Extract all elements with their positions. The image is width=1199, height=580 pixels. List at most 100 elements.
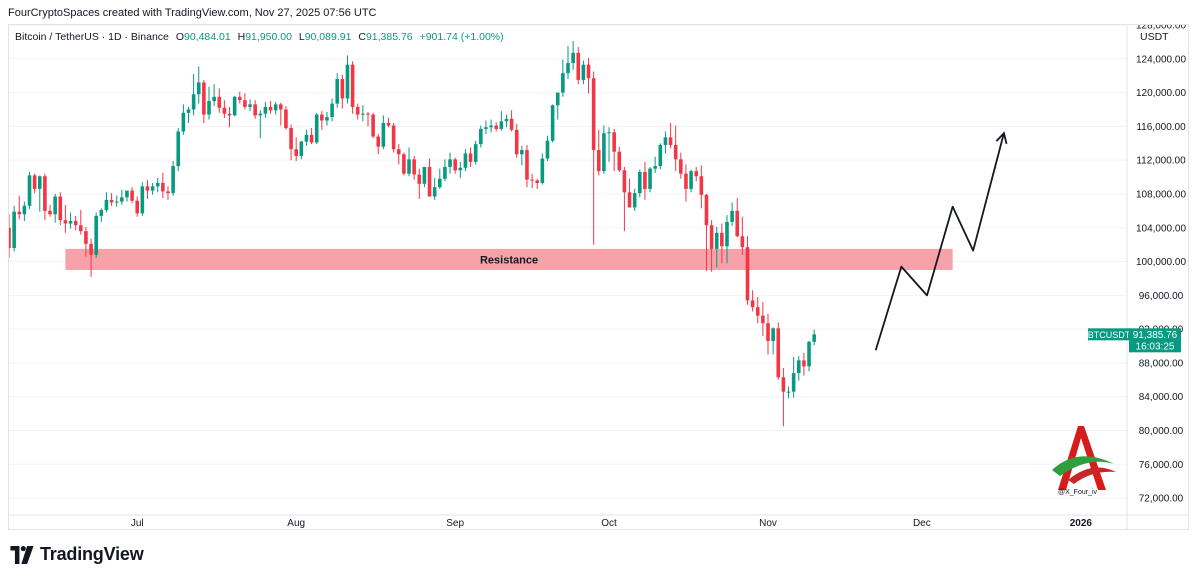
price-tick-label: 128,000.00 [1136,25,1186,32]
candle-body [381,123,386,147]
resistance-label: Resistance [480,254,538,266]
candle-body [540,158,545,183]
candle-body [273,104,278,111]
candle-body [253,104,257,116]
candle-body [222,107,227,114]
candle-body [796,360,801,374]
tradingview-brand[interactable]: TradingView [10,544,144,565]
candle-body [802,360,806,367]
price-tick-label: 116,000.00 [1136,122,1186,133]
candle-body [571,52,575,64]
candle-body [232,96,237,116]
time-tick-label: Jul [131,518,144,529]
high-value: 91,950.00 [245,31,292,43]
candle-body [48,210,52,215]
candle-body [89,243,93,255]
candle-body [561,73,565,93]
candle-body [740,236,745,248]
candle-body [622,170,627,193]
price-tick-label: 112,000.00 [1136,156,1186,167]
candle-body [627,192,632,208]
chart-caption: FourCryptoSpaces created with TradingVie… [8,7,377,19]
candle-body [714,232,719,249]
candle-body [668,137,673,145]
candle-body [653,166,657,169]
close-value: 91,385.76 [365,31,413,43]
candle-body [53,196,57,215]
price-tick-label: 124,000.00 [1136,54,1186,65]
candle-body [120,197,124,202]
candle-body [448,159,452,167]
low-label: L [298,31,305,43]
candle-body [320,114,324,121]
symbol-tag: BTCUSDT [1088,330,1131,340]
candle-body [684,173,688,189]
candle-body [663,137,668,145]
last-price-box[interactable] [1129,328,1181,353]
price-tick-label: 108,000.00 [1136,189,1186,200]
candle-body [586,64,591,79]
candle-body [761,315,765,324]
candle-body [658,144,663,167]
candle-body [530,179,534,181]
candle-body [396,149,401,155]
candle-body [786,391,791,393]
candle-body [673,144,678,160]
candlestick-chart[interactable]: Resistance 72,000.00 76,000.00 80,000.00 84,… [9,25,1189,530]
open-label: O [175,31,184,43]
candle-body [237,96,242,101]
projection-path[interactable] [874,132,1005,351]
candle-body [171,166,175,194]
candle-body [17,211,22,215]
candle-body [591,78,596,151]
candle-body [227,113,232,116]
candle-body [581,64,586,80]
resistance-zone[interactable] [65,248,953,270]
candle-body [437,178,442,188]
price-tick-label: 76,000.00 [1139,460,1184,471]
price-tick-label: 72,000.00 [1139,494,1184,505]
candle-body [104,199,109,211]
candle-body [309,134,314,143]
candle-body [330,103,334,118]
candle-body [545,140,550,159]
candle-body [99,210,104,216]
candle-body [243,100,247,107]
candle-body [68,221,73,224]
candle-body [58,196,63,221]
candle-body [248,104,252,107]
candle-body [63,220,68,224]
candle-body [638,172,642,194]
candle-body [402,154,406,174]
chart-panel[interactable]: Resistance 72,000.00 76,000.00 80,000.00 84,… [8,24,1189,530]
currency-label[interactable]: USDT [1140,31,1169,43]
price-tick-label: 100,000.00 [1136,257,1186,268]
candle-body [704,194,709,226]
time-tick-label: 2026 [1070,518,1093,529]
candle-body [32,175,37,189]
candle-body [145,186,150,191]
candle-body [432,187,437,197]
candle-body [176,131,181,167]
symbol-title[interactable]: Bitcoin / TetherUS · 1D · Binance [15,31,169,43]
candle-body [114,201,119,203]
candle-body [694,171,699,177]
candle-body [355,106,360,115]
candle-body [745,247,750,301]
candle-body [299,141,304,156]
candle-body [607,132,611,134]
candle-body [520,150,524,155]
candle-body [514,129,519,155]
candle-body [207,101,211,115]
candle-body [766,323,770,341]
candle-body [776,328,781,378]
candle-body [263,106,268,114]
candle-body [125,190,129,198]
candle-body [12,211,16,249]
candle-body [294,149,298,156]
candle-body [27,175,32,206]
candle-body [196,82,201,95]
candle-body [750,300,755,308]
candle-body [709,225,714,249]
candle-body [335,79,340,104]
